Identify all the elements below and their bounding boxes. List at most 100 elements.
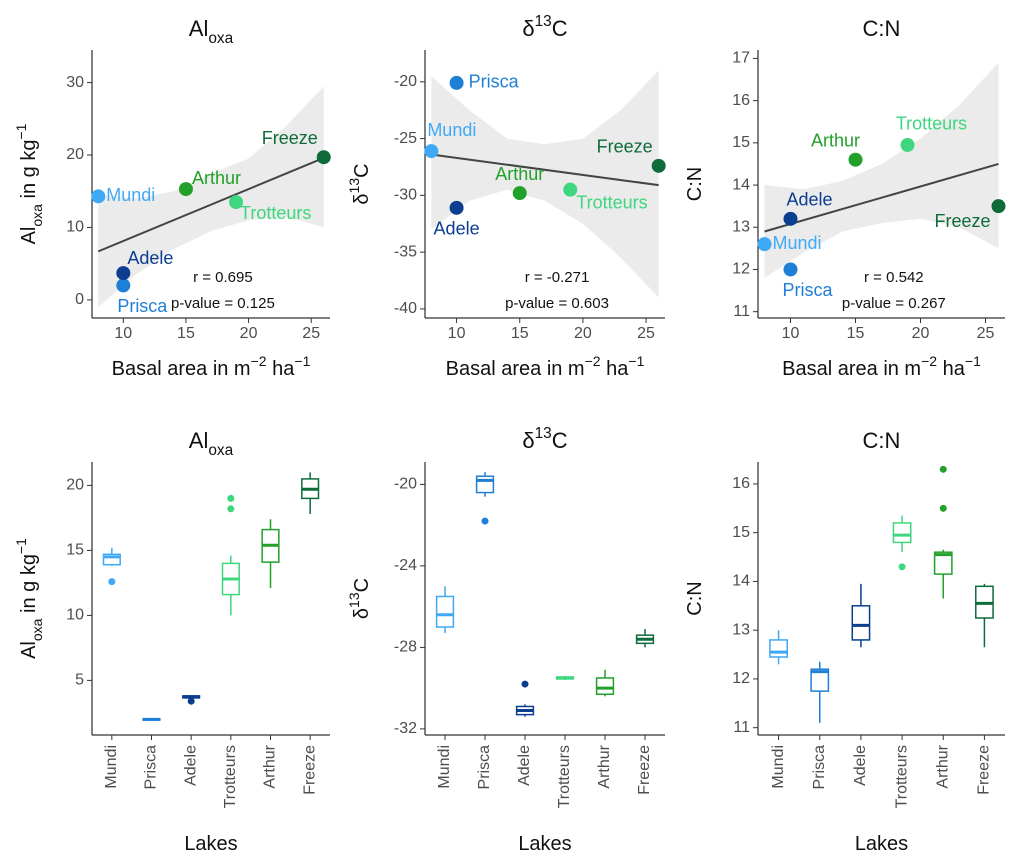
x-tick-label: 15 bbox=[177, 325, 195, 342]
point-label: Mundi bbox=[427, 120, 476, 140]
outlier bbox=[227, 505, 235, 513]
confidence-band bbox=[431, 70, 659, 298]
x-tick-label: Prisca bbox=[811, 745, 828, 790]
text-segment: C bbox=[552, 16, 568, 41]
box bbox=[435, 595, 455, 628]
point bbox=[563, 182, 578, 197]
point bbox=[900, 137, 915, 152]
text-segment: oxa bbox=[208, 30, 233, 47]
y-tick-label: 17 bbox=[732, 50, 750, 67]
point-label: Arthur bbox=[192, 168, 241, 188]
text-segment: ha bbox=[937, 358, 966, 380]
point-label: Prisca bbox=[783, 280, 834, 300]
fit-line bbox=[431, 153, 659, 187]
y-tick-label: 0 bbox=[75, 291, 84, 308]
x-tick-label: 25 bbox=[977, 325, 995, 342]
x-axis-label: Lakes bbox=[855, 833, 908, 855]
x-tick-label: 10 bbox=[448, 325, 466, 342]
point-label: Adele bbox=[127, 248, 173, 268]
x-tick-label: 25 bbox=[302, 325, 320, 342]
outlier bbox=[939, 465, 947, 473]
y-tick-label: 12 bbox=[732, 261, 750, 278]
point-label: Trotteurs bbox=[576, 192, 647, 212]
x-tick-label: 15 bbox=[847, 325, 865, 342]
x-tick-label: Mundi bbox=[103, 745, 120, 789]
text-segment: oxa bbox=[29, 204, 45, 227]
point bbox=[783, 211, 798, 226]
text-segment: −2 bbox=[251, 353, 267, 369]
x-tick-label: Arthur bbox=[596, 744, 613, 788]
y-tick-label: -32 bbox=[394, 720, 417, 737]
point-label: Trotteurs bbox=[240, 203, 311, 223]
y-tick-label: -24 bbox=[394, 557, 417, 574]
x-tick-label: 20 bbox=[240, 325, 258, 342]
y-axis-label: Aloxa in g kg−1 bbox=[13, 123, 45, 244]
fit-line bbox=[764, 162, 999, 233]
y-tick-label: -35 bbox=[394, 243, 417, 260]
point bbox=[848, 152, 863, 167]
y-tick-label: -25 bbox=[394, 130, 417, 147]
y-tick-label: 11 bbox=[733, 303, 750, 320]
box bbox=[892, 522, 912, 544]
point-label: Freeze bbox=[934, 211, 990, 231]
text-segment: C bbox=[351, 578, 373, 592]
point-label: Freeze bbox=[262, 128, 318, 148]
x-tick-label: Trotteurs bbox=[222, 745, 239, 808]
x-axis-label: Basal area in m−2 ha−1 bbox=[446, 353, 645, 381]
x-tick-label: Freeze bbox=[301, 745, 318, 795]
x-axis-label: Basal area in m−2 ha−1 bbox=[782, 353, 981, 381]
box bbox=[475, 475, 495, 494]
y-tick-label: 15 bbox=[66, 542, 84, 559]
text-segment: ha bbox=[601, 358, 630, 380]
x-tick-label: 10 bbox=[114, 325, 132, 342]
text-segment: Al bbox=[18, 641, 40, 659]
text-segment: Basal area in m bbox=[782, 358, 921, 380]
y-axis-label: Aloxa in g kg−1 bbox=[13, 538, 45, 659]
annotation: r = 0.695 bbox=[193, 269, 253, 286]
text-segment: −1 bbox=[13, 123, 29, 139]
text-segment: in g kg bbox=[18, 140, 40, 204]
text-segment: oxa bbox=[208, 442, 233, 459]
text-segment: −1 bbox=[628, 353, 644, 369]
point-label: Mundi bbox=[106, 185, 155, 205]
x-tick-label: Adele bbox=[182, 745, 199, 786]
y-axis-label: C:N bbox=[684, 581, 706, 615]
x-tick-label: Arthur bbox=[934, 744, 951, 788]
text-segment: −2 bbox=[585, 353, 601, 369]
point-label: Prisca bbox=[469, 72, 520, 92]
text-segment: Al bbox=[189, 16, 209, 41]
fit-line bbox=[97, 157, 325, 253]
x-axis-label: Basal area in m−2 ha−1 bbox=[112, 353, 311, 381]
annotation: p-value = 0.267 bbox=[842, 295, 946, 312]
x-tick-label: Arthur bbox=[262, 744, 279, 788]
x-tick-label: Mundi bbox=[436, 745, 453, 789]
point bbox=[651, 158, 666, 173]
text-segment: δ bbox=[522, 16, 534, 41]
text-segment: Lakes bbox=[855, 833, 908, 855]
point bbox=[449, 200, 464, 215]
point-label: Arthur bbox=[811, 130, 860, 150]
y-tick-label: 30 bbox=[66, 74, 84, 91]
text-segment: −1 bbox=[13, 538, 29, 554]
x-tick-label: Prisca bbox=[143, 745, 160, 790]
text-segment: Basal area in m bbox=[112, 358, 251, 380]
point-label: Adele bbox=[434, 219, 480, 239]
y-tick-label: -30 bbox=[394, 187, 417, 204]
box bbox=[595, 677, 615, 696]
y-axis-label: C:N bbox=[684, 167, 706, 201]
confidence-band bbox=[764, 62, 999, 278]
y-tick-label: 20 bbox=[66, 146, 84, 163]
y-axis-label: δ13C bbox=[346, 578, 374, 619]
point bbox=[316, 150, 331, 165]
x-tick-label: 10 bbox=[782, 325, 800, 342]
point-label: Arthur bbox=[495, 164, 544, 184]
text-segment: −1 bbox=[965, 353, 981, 369]
text-segment: oxa bbox=[29, 618, 45, 641]
outlier bbox=[521, 680, 529, 688]
text-segment: δ bbox=[351, 193, 373, 204]
x-tick-label: Adele bbox=[516, 745, 533, 786]
box bbox=[851, 605, 871, 641]
chart-title: Aloxa bbox=[189, 16, 234, 47]
text-segment: Al bbox=[189, 428, 209, 453]
